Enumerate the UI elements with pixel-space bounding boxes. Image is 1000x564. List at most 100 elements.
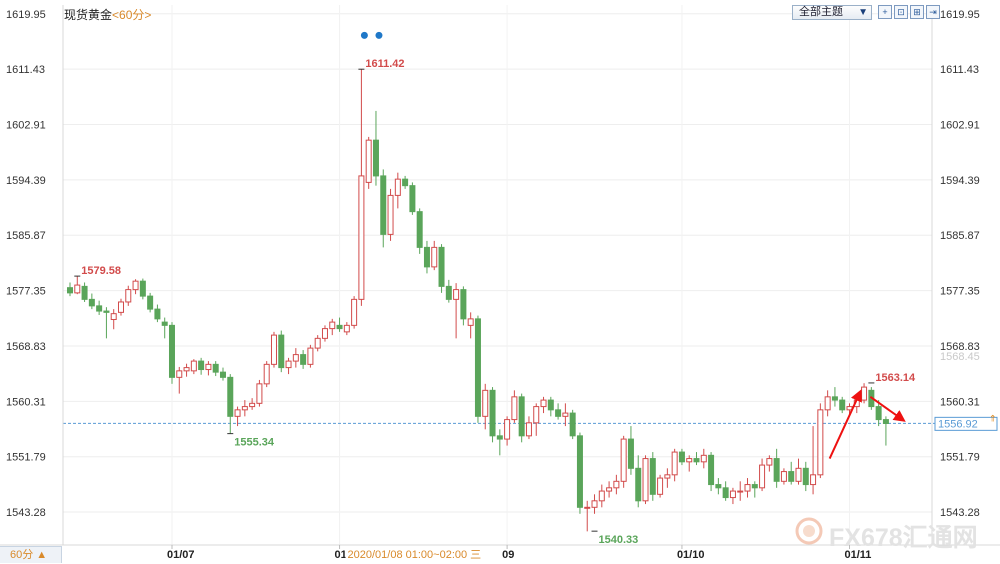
candle-body-up: [321, 328, 328, 339]
y-tick-label-left: 1560.31: [6, 396, 46, 408]
candle-body-down: [154, 308, 161, 320]
candle-body-up: [533, 406, 540, 424]
candle-body-up: [737, 490, 744, 493]
candle-body-up: [387, 194, 394, 235]
candle-body-down: [831, 396, 838, 401]
candles: [67, 69, 889, 532]
candle-body-up: [431, 246, 438, 268]
fx678-logo-icon: [795, 517, 823, 545]
candle-body-down: [219, 371, 226, 378]
candle-body-up: [598, 490, 605, 502]
candle-body-down: [773, 458, 780, 482]
candle-body-up: [343, 324, 350, 333]
candle-body-down: [402, 178, 409, 187]
candle-body-down: [751, 484, 758, 489]
x-tick-label: 01: [335, 549, 347, 561]
x-tick-label: 01/07: [167, 549, 195, 561]
candle-body-up: [606, 487, 613, 492]
y-tick-label-right: 1543.28: [940, 507, 980, 519]
candle-body-up: [482, 389, 489, 417]
candle-body-down: [627, 438, 634, 469]
candle-body-down: [212, 363, 219, 373]
candle-body-up: [467, 318, 474, 326]
scroll-end-icon[interactable]: ⇥: [926, 5, 940, 19]
trend-arrow-down: [869, 396, 906, 422]
y-tick-label-left: 1577.35: [6, 286, 46, 298]
candle-body-up: [270, 334, 277, 365]
candle-body-up: [394, 178, 401, 196]
candle-body-down: [161, 321, 168, 326]
y-tick-label-right: 1611.43: [940, 64, 979, 76]
candle-body-up: [686, 458, 693, 463]
candle-body-down: [489, 389, 496, 437]
event-marker-dot: [360, 31, 368, 39]
candle-body-up: [584, 506, 591, 509]
x-tick-label: 01/10: [677, 549, 705, 561]
candle-body-down: [547, 399, 554, 411]
candle-body-down: [496, 435, 503, 440]
crosshair-time-label: 2020/01/08 01:00~02:00 三: [348, 549, 482, 561]
candle-body-down: [278, 334, 285, 369]
y-tick-label-right: 1577.35: [940, 286, 980, 298]
right-price-badge: 1568.45: [940, 351, 980, 363]
watermark-text: FX678汇通网: [829, 524, 978, 552]
candle-body-up: [810, 474, 817, 486]
candle-body-down: [300, 354, 307, 365]
candle-body-down: [576, 435, 583, 508]
expand-icon[interactable]: ⊞: [910, 5, 924, 19]
y-tick-label-right: 1560.31: [940, 396, 980, 408]
candle-body-up: [307, 347, 314, 365]
annotations: 1579.58 1555.34 1611.42 1540.33 1563.14: [74, 31, 916, 546]
candle-body-up: [700, 454, 707, 463]
candle-body-up: [190, 360, 197, 372]
candle-body-down: [147, 295, 154, 310]
candle-body-up: [759, 464, 766, 489]
candle-body-up: [671, 451, 678, 476]
candle-body-down: [635, 467, 642, 502]
plus-icon[interactable]: +: [878, 5, 892, 19]
candle-body-up: [176, 370, 183, 378]
candle-body-down: [445, 285, 452, 300]
candle-body-down: [198, 360, 205, 371]
candle-body-up: [314, 337, 321, 349]
candle-body-up: [234, 409, 241, 417]
candle-body-down: [715, 484, 722, 489]
candle-body-down: [380, 175, 387, 235]
candle-body-down: [474, 318, 481, 417]
candle-body-up: [351, 298, 358, 326]
y-tick-label-left: 1619.95: [6, 9, 46, 21]
grid-lines: [63, 5, 990, 545]
candle-body-down: [168, 324, 175, 378]
candle-body-up: [780, 471, 787, 482]
candle-body-up: [329, 321, 336, 330]
current-price-label: 1556.92: [938, 418, 978, 430]
candle-body-up: [511, 396, 518, 421]
instrument-name: 现货黄金: [64, 8, 113, 22]
candle-body-up: [205, 363, 212, 371]
topic-select-label: 全部主题: [799, 6, 843, 18]
y-tick-label-left: 1568.83: [6, 341, 46, 353]
period-select[interactable]: 60分 ▲: [0, 546, 62, 563]
candle-body-down: [103, 310, 110, 313]
fit-icon[interactable]: ⊡: [894, 5, 908, 19]
candle-body-up: [613, 480, 620, 489]
candle-body-up: [861, 386, 868, 401]
y-tick-label-left: 1602.91: [6, 120, 46, 132]
candle-body-up: [657, 477, 664, 495]
watermark: FX678汇通网: [793, 516, 988, 552]
period-label[interactable]: <60分>: [112, 8, 152, 22]
low-label: 1540.33: [599, 534, 639, 546]
topic-select[interactable]: 全部主题 ▼: [792, 5, 872, 20]
low-label: 1555.34: [234, 437, 275, 449]
high-label: 1579.58: [81, 265, 121, 277]
candle-body-down: [802, 467, 809, 486]
candle-body-up: [664, 474, 671, 479]
up-arrow-icon: ⇑: [989, 413, 997, 423]
candle-body-down: [96, 305, 103, 312]
chart-title: 现货黄金<60分>: [64, 6, 151, 23]
candle-body-down: [336, 324, 343, 330]
candle-body-down: [875, 406, 882, 421]
candle-body-up: [132, 280, 139, 291]
candle-body-down: [708, 454, 715, 486]
